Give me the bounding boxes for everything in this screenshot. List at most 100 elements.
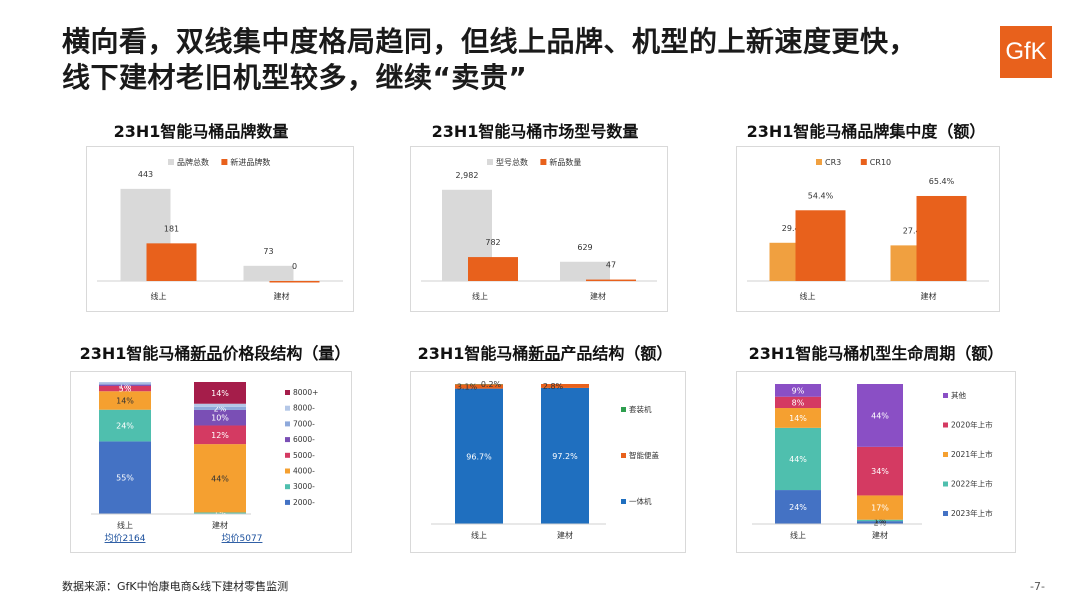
stack-segment	[194, 382, 246, 404]
stack-segment	[775, 408, 821, 428]
legend-swatch	[621, 499, 626, 504]
legend-swatch	[943, 481, 948, 487]
category-label: 建材	[212, 520, 228, 530]
legend-swatch	[540, 159, 547, 165]
data-label: 782	[485, 238, 500, 247]
segment-label: 17%	[871, 504, 889, 513]
legend-swatch	[285, 499, 290, 505]
legend-swatch	[285, 468, 290, 474]
product-title-post: 产品结构（额）	[560, 344, 673, 363]
legend-label: CR10	[870, 158, 891, 167]
segment-label: 3.1%	[457, 382, 478, 391]
page-number: -7-	[1030, 580, 1045, 593]
legend-swatch	[285, 437, 290, 443]
legend-swatch	[285, 390, 290, 395]
headline-line-2: 线下建材老旧机型较多，继续“卖贵”	[62, 61, 528, 94]
data-label: 65.4%	[929, 177, 955, 186]
bar	[795, 210, 846, 281]
price-title-post: 价格段结构（量）	[222, 344, 351, 363]
lifecycle-chart: 24% 44% 14% 8% 9% 线上 2% 1% 17% 34% 44% 建材 其他 2020年上市 2…	[736, 371, 1016, 553]
page-headline: 横向看，双线集中度格局趋同，但线上品牌、机型的上新速度更快， 线下建材老旧机型较…	[62, 24, 962, 96]
stack-segment	[194, 512, 246, 514]
stack-segment	[194, 403, 246, 407]
price-structure-chart: 55% 24% 14% 5% 1% 线上 均价2164 1% 44% 12% 10% 2% 14% 建材均…	[70, 371, 352, 553]
segment-label: 1%	[874, 516, 887, 525]
legend-label: 2022年上市	[951, 479, 993, 489]
model-count-chart: 型号总数 新品数量 2,982 782 线上 629 47 建材	[410, 146, 668, 312]
stack-segment	[99, 385, 151, 392]
data-label: 54.4%	[808, 191, 834, 200]
category-label: 线上	[471, 530, 487, 540]
stack-segment	[455, 384, 503, 389]
stack-segment	[857, 495, 903, 520]
stack-segment	[99, 382, 151, 384]
data-label: 47	[606, 261, 616, 270]
concentration-title: 23H1智能马桶品牌集中度（额）	[746, 122, 986, 141]
legend-label: 型号总数	[496, 157, 528, 167]
stack-segment	[775, 490, 821, 524]
stack-segment	[775, 427, 821, 491]
legend-swatch	[285, 484, 290, 490]
model-count-title: 23H1智能马桶市场型号数量	[431, 122, 639, 141]
category-label: 线上	[151, 291, 167, 301]
product-structure-title: 23H1智能马桶新品产品结构（额）	[405, 340, 685, 364]
legend-label: 其他	[951, 390, 966, 400]
category-label: 建材	[590, 291, 606, 301]
legend-label: 4000-	[293, 467, 315, 476]
bar	[560, 261, 610, 281]
price-structure-title: 23H1智能马桶新品价格段结构（量）	[70, 340, 360, 364]
legend-label: 智能便盖	[629, 450, 659, 460]
stack-segment	[99, 383, 151, 385]
stack-segment	[857, 519, 903, 522]
legend-label: 2000-	[293, 498, 315, 507]
concentration-chart: CR3 CR10 29.4% 54.4% 线上 27.4% 65.4% 建材	[736, 146, 1000, 312]
lifecycle-title: 23H1智能马桶机型生命周期（额）	[748, 344, 1004, 363]
legend-label: 新品数量	[549, 157, 581, 167]
data-label: 443	[138, 170, 153, 179]
product-title-underlined: 新品	[528, 344, 561, 363]
stack-segment	[541, 387, 589, 524]
segment-label: 34%	[871, 467, 889, 476]
segment-label: 2%	[874, 519, 887, 528]
legend-swatch	[285, 452, 290, 458]
segment-label: 24%	[116, 422, 134, 431]
segment-label: 96.7%	[466, 452, 492, 461]
data-label: 0	[292, 262, 297, 271]
legend-swatch	[860, 159, 867, 165]
segment-label: 97.2%	[552, 452, 578, 461]
brand-count-chart: 品牌总数 新进品牌数 443 181 线上 73 0 建材	[86, 146, 354, 312]
legend-label: 套装机	[629, 404, 652, 414]
data-label: 27.4%	[903, 226, 929, 235]
legend-label: CR3	[825, 158, 841, 167]
stack-segment	[99, 441, 151, 514]
category-label: 线上	[800, 291, 816, 301]
category-label: 建材	[921, 291, 937, 301]
headline-line-1: 横向看，双线集中度格局趋同，但线上品牌、机型的上新速度更快，	[62, 25, 918, 58]
category-label: 线上	[472, 291, 488, 301]
stack-segment	[857, 446, 903, 496]
price-title-pre: 23H1智能马桶	[79, 344, 191, 363]
bar	[269, 281, 320, 283]
legend-swatch	[621, 453, 626, 458]
segment-label: 55%	[116, 474, 134, 483]
segment-label: 5%	[119, 385, 132, 394]
average-price-note: 均价2164	[105, 532, 146, 544]
segment-label: 2%	[214, 404, 227, 413]
stack-segment	[99, 391, 151, 410]
segment-label: 44%	[871, 411, 889, 420]
stack-segment	[775, 384, 821, 397]
legend-swatch	[285, 405, 290, 411]
segment-label: 10%	[211, 414, 229, 423]
stack-segment	[99, 384, 151, 386]
legend-swatch	[943, 511, 948, 516]
segment-label: 44%	[789, 455, 807, 464]
bar	[586, 279, 636, 282]
legend-label: 6000-	[293, 435, 315, 444]
category-label: 线上	[117, 520, 133, 530]
stack-segment	[194, 409, 246, 426]
category-label: 建材	[872, 530, 888, 540]
segment-label: 2.8%	[543, 382, 564, 391]
segment-label: 44%	[211, 474, 229, 483]
bar	[146, 243, 197, 281]
legend-label: 2020年上市	[951, 420, 993, 430]
